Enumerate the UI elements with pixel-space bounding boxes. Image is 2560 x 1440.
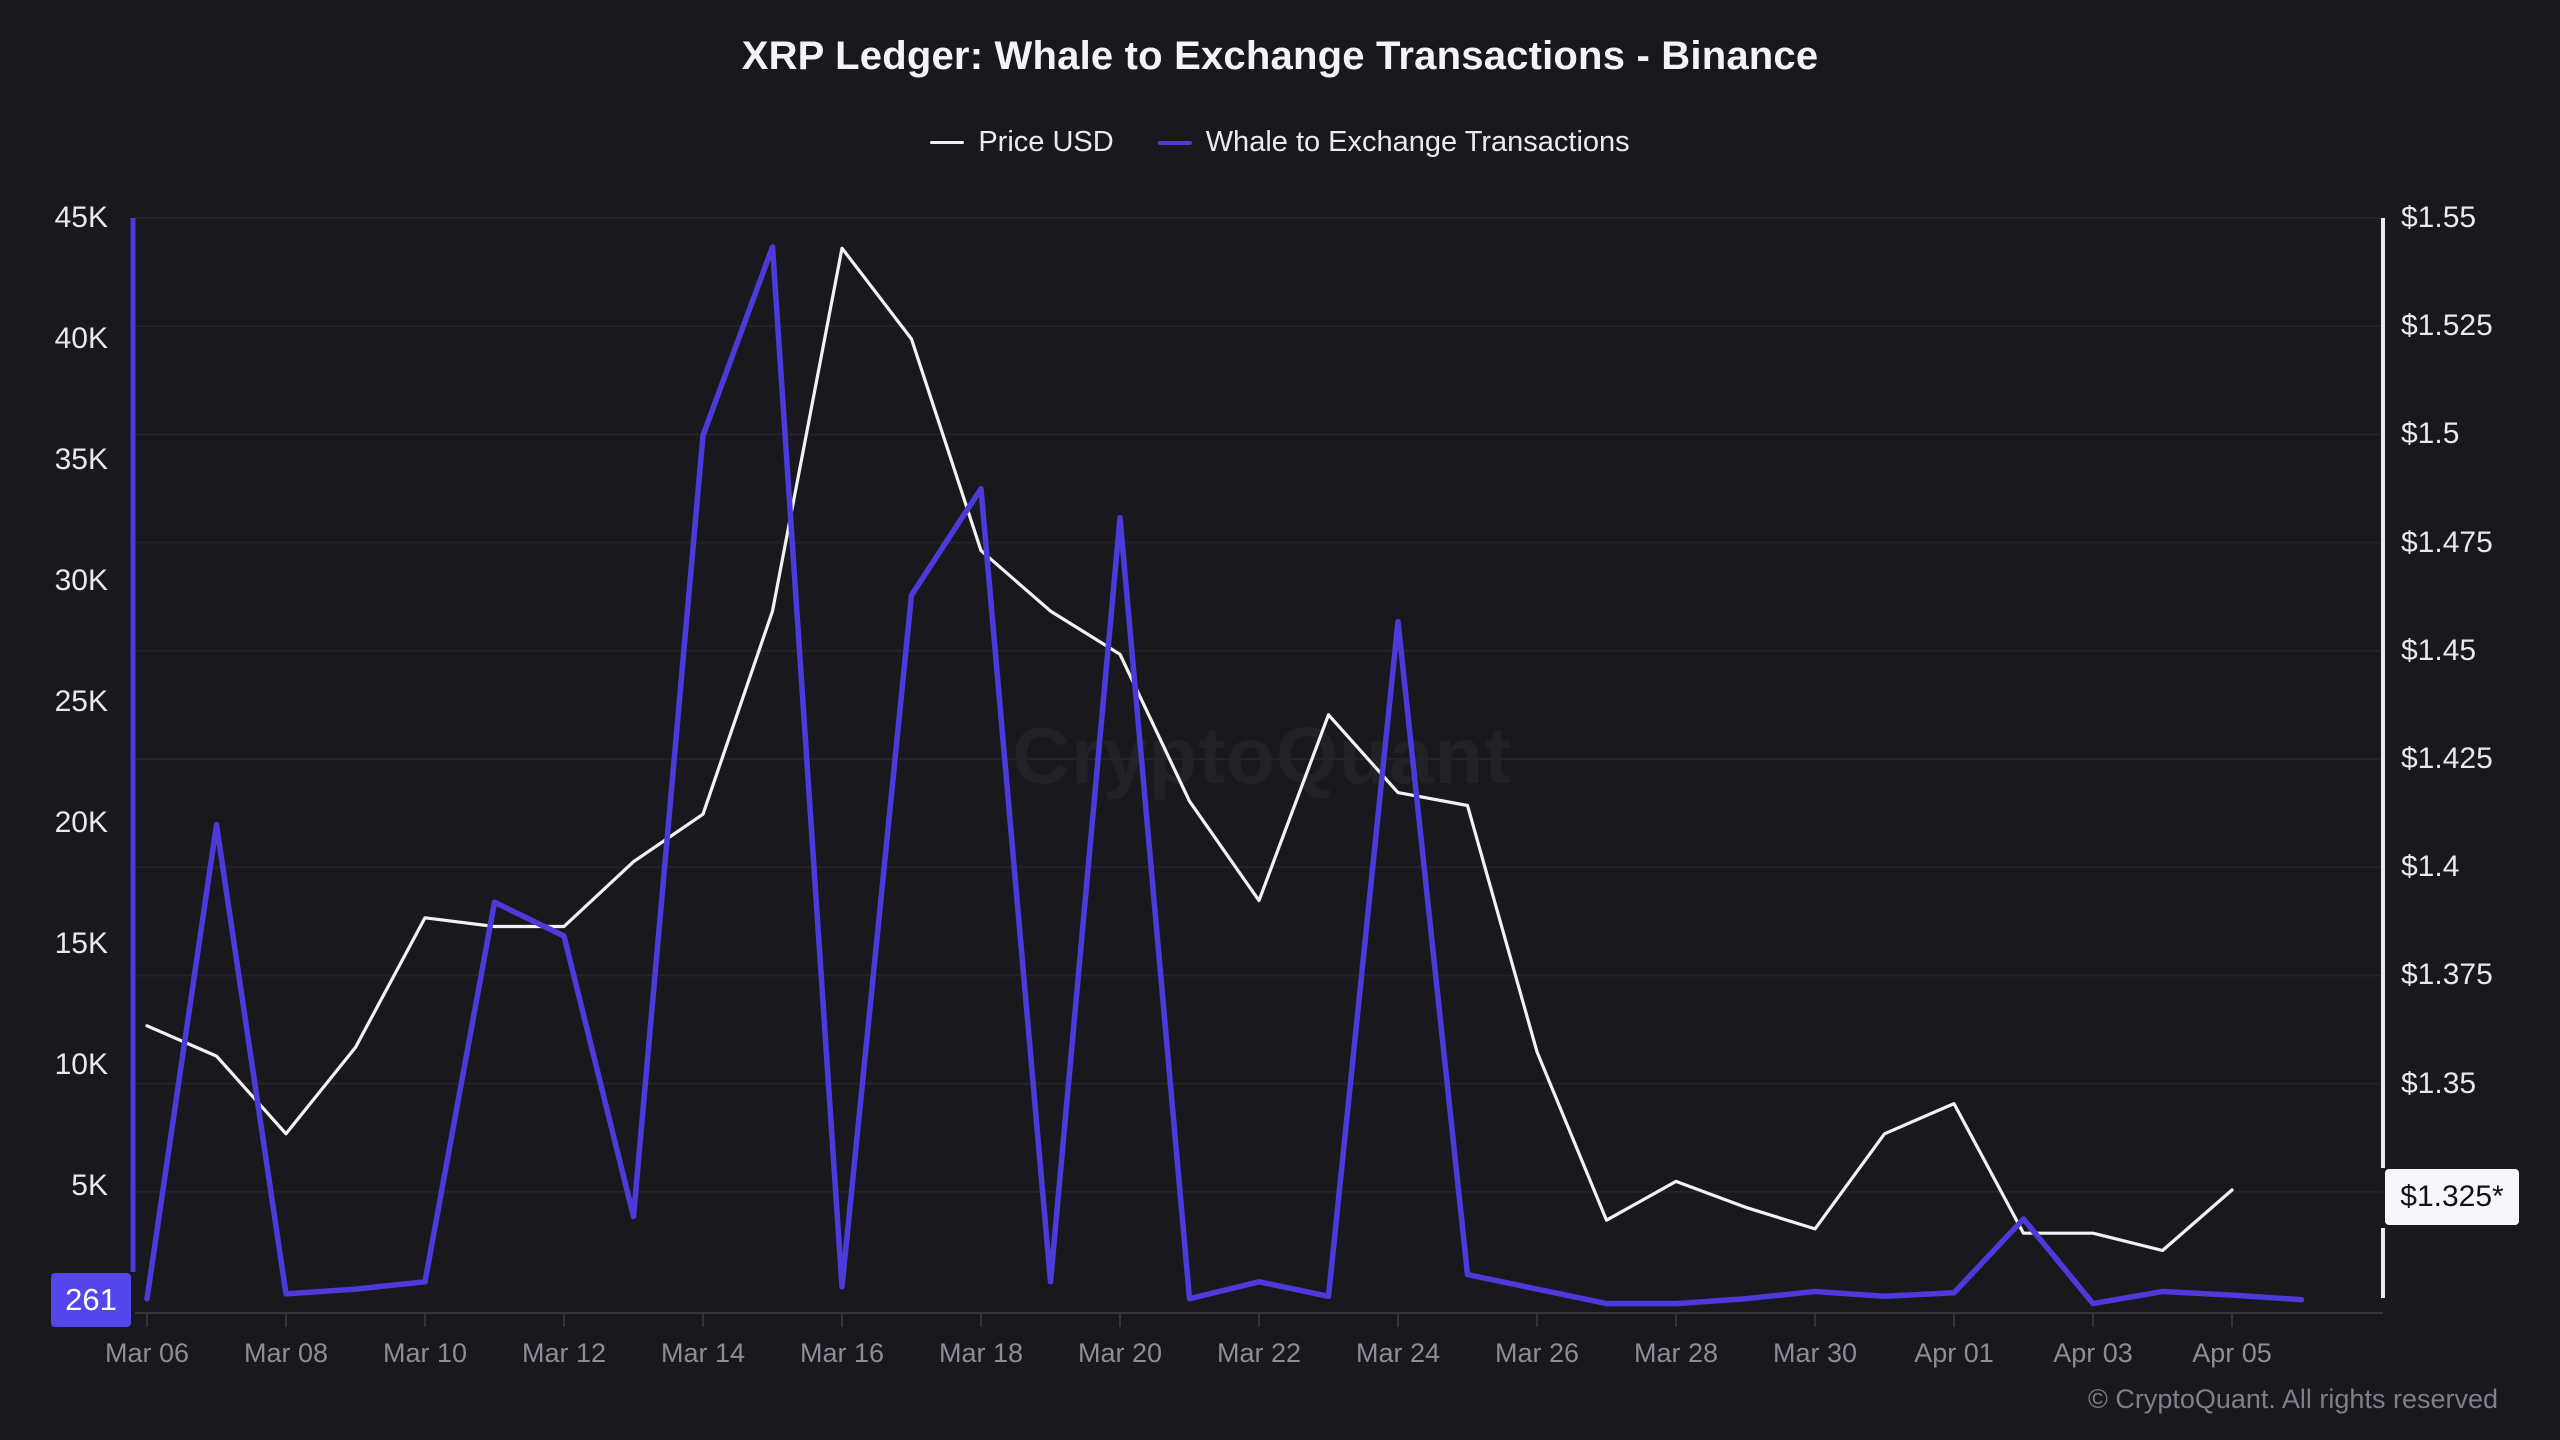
x-axis-tick-label: Mar 20 bbox=[1077, 1338, 1163, 1368]
page-title: XRP Ledger: Whale to Exchange Transactio… bbox=[741, 34, 1819, 78]
whale-line bbox=[144, 244, 2305, 1307]
x-axis-tick-label: Mar 24 bbox=[1355, 1338, 1441, 1368]
x-axis-tick-label: Mar 22 bbox=[1216, 1338, 1302, 1368]
legend-label-price: Price USD bbox=[978, 126, 1114, 158]
price-latest-value-badge: $1.325* bbox=[2385, 1169, 2519, 1225]
copyright-footer: © CryptoQuant. All rights reserved bbox=[2087, 1384, 2498, 1414]
left-axis-tick-label: 30K bbox=[54, 564, 108, 597]
right-axis-tick-label: $1.4 bbox=[2401, 850, 2460, 884]
price-line-swatch-icon bbox=[930, 141, 965, 144]
left-axis-tick-label: 15K bbox=[54, 927, 108, 960]
chart-legend: Price USD Whale to Exchange Transactions bbox=[0, 126, 2560, 159]
right-axis-tick-label: $1.375 bbox=[2401, 958, 2493, 992]
legend-item-price[interactable]: Price USD bbox=[930, 126, 1114, 159]
left-axis-tick-label: 45K bbox=[54, 201, 108, 234]
x-axis-tick-label: Apr 05 bbox=[2192, 1338, 2272, 1368]
whale-line-swatch-icon bbox=[1157, 140, 1192, 145]
legend-label-whale: Whale to Exchange Transactions bbox=[1205, 126, 1630, 158]
x-axis-tick-label: Mar 12 bbox=[521, 1338, 607, 1368]
left-axis-tick-label: 35K bbox=[54, 443, 108, 476]
x-axis-tick-label: Mar 16 bbox=[799, 1338, 885, 1368]
whale-latest-value-badge: 261 bbox=[51, 1273, 131, 1327]
left-axis-tick-label: 25K bbox=[54, 685, 108, 718]
x-axis-tick-label: Apr 01 bbox=[1914, 1338, 1994, 1368]
x-axis-tick-label: Apr 03 bbox=[2053, 1338, 2133, 1368]
right-axis-tick-label: $1.55 bbox=[2401, 201, 2477, 234]
x-axis-tick-label: Mar 18 bbox=[938, 1338, 1024, 1368]
x-axis-tick-label: Mar 14 bbox=[660, 1338, 746, 1368]
x-axis-tick-label: Mar 06 bbox=[104, 1338, 190, 1368]
x-axis-tick-label: Mar 30 bbox=[1772, 1338, 1858, 1368]
left-axis-tick-label: 20K bbox=[54, 806, 108, 839]
x-axis-tick-label: Mar 10 bbox=[382, 1338, 468, 1368]
x-axis-tick-label: Mar 08 bbox=[243, 1338, 329, 1368]
price-line bbox=[145, 246, 2234, 1253]
x-axis-tick-label: Mar 26 bbox=[1494, 1338, 1580, 1368]
right-axis-tick-label: $1.45 bbox=[2401, 633, 2477, 667]
left-axis-tick-label: 10K bbox=[54, 1048, 108, 1081]
right-axis-tick-label: $1.5 bbox=[2401, 417, 2460, 451]
right-axis-tick-label: $1.35 bbox=[2401, 1066, 2477, 1100]
legend-item-whale[interactable]: Whale to Exchange Transactions bbox=[1157, 126, 1630, 159]
left-axis-tick-label: 5K bbox=[71, 1169, 108, 1202]
right-axis-tick-label: $1.475 bbox=[2401, 525, 2493, 559]
right-axis-tick-label: $1.525 bbox=[2401, 309, 2493, 343]
x-axis-tick-label: Mar 28 bbox=[1633, 1338, 1719, 1368]
left-axis-tick-label: 40K bbox=[54, 322, 108, 355]
right-axis-tick-label: $1.425 bbox=[2401, 742, 2493, 775]
